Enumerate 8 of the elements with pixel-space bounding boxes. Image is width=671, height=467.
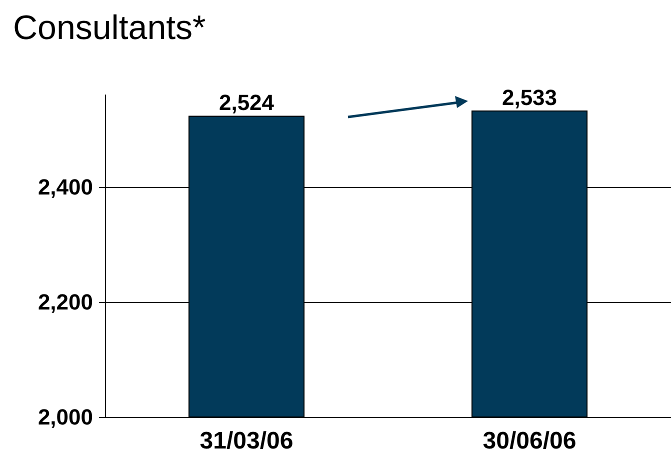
x-tick-label: 31/03/06	[200, 428, 294, 454]
data-label: 2,533	[502, 85, 558, 110]
x-tick-label: 30/06/06	[482, 428, 576, 454]
chart-title: Consultants*	[13, 9, 206, 47]
y-tick-label: 2,000	[38, 404, 93, 430]
y-tick-label: 2,200	[38, 290, 93, 314]
y-tick-label: 2,400	[38, 174, 93, 200]
data-label: 2,524	[218, 90, 275, 116]
